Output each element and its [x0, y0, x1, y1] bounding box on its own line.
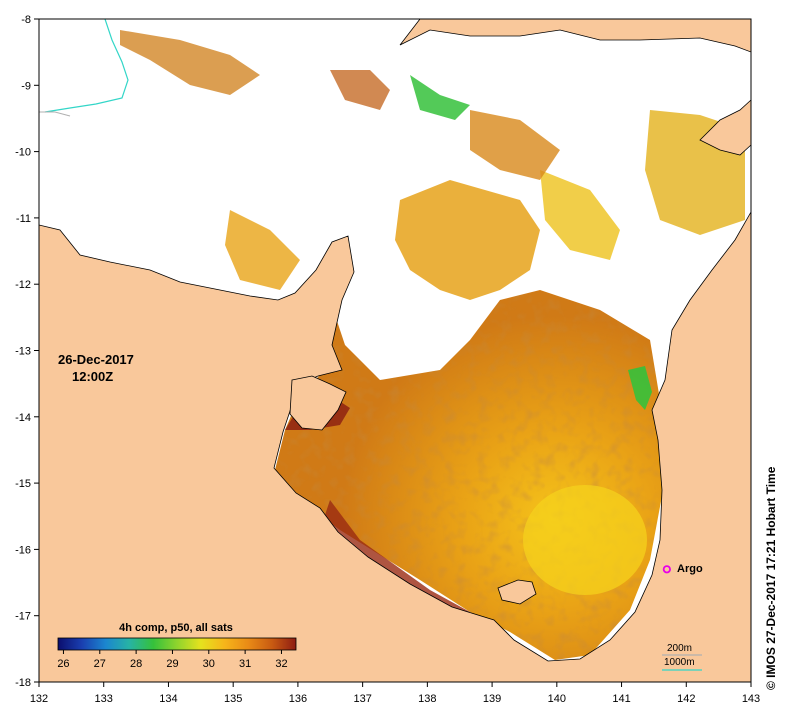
land-northern-territory — [39, 211, 751, 682]
lat-tick-label: -8 — [21, 14, 31, 26]
lon-tick-label: 134 — [159, 693, 177, 705]
lon-tick-label: 137 — [353, 693, 371, 705]
land-new-guinea — [399, 19, 751, 53]
longitude-axis: 132 133 134 135 136 137 138 139 140 141 142 143 — [30, 682, 760, 705]
latitude-axis: -8 -9 -10 -11 -12 -13 -14 -15 -16 -17 -18 — [15, 14, 39, 689]
lon-tick-label: 139 — [483, 693, 501, 705]
copyright-symbol: © — [764, 681, 778, 690]
lat-tick-label: -10 — [15, 147, 31, 159]
lon-tick-label: 132 — [30, 693, 48, 705]
argo-marker — [662, 565, 671, 574]
lon-tick-label: 142 — [677, 693, 695, 705]
colorbar-labels: 26 27 28 29 30 31 32 — [57, 650, 288, 670]
date-label: 26-Dec-2017 — [58, 352, 134, 367]
lon-tick-label: 143 — [742, 693, 760, 705]
lat-tick-label: -11 — [16, 213, 31, 225]
credit-text: IMOS 27-Dec-2017 17:21 Hobart Time — [764, 466, 778, 678]
colorbar-tick-label: 27 — [94, 658, 106, 670]
colorbar-title: 4h comp, p50, all sats — [119, 622, 233, 634]
colorbar-tick-label: 32 — [275, 658, 287, 670]
lat-tick-label: -16 — [15, 544, 31, 556]
credit-line: © IMOS 27-Dec-2017 17:21 Hobart Time — [764, 467, 778, 690]
isobath-1000m-label: 1000m — [664, 657, 695, 668]
colorbar-tick-label: 28 — [130, 658, 142, 670]
lat-tick-label: -17 — [15, 611, 31, 623]
colorbar-tick-label: 30 — [203, 658, 215, 670]
colorbar: 4h comp, p50, all sats 26 27 28 29 30 31 32 — [57, 622, 297, 670]
land — [39, 19, 751, 682]
date-stamp: 26-Dec-2017 12:00Z — [58, 351, 134, 385]
time-label: 12:00Z — [72, 369, 114, 384]
sst-field — [120, 30, 745, 660]
lon-tick-label: 138 — [418, 693, 436, 705]
isobath-1000m — [44, 19, 129, 113]
colorbar-tick-label: 26 — [57, 658, 69, 670]
lat-tick-label: -15 — [15, 478, 31, 490]
lon-tick-label: 136 — [289, 693, 307, 705]
isobath-legend: 200m 1000m — [662, 643, 702, 671]
lat-tick-label: -12 — [15, 279, 31, 291]
lon-tick-label: 141 — [612, 693, 630, 705]
isobath-200m-label: 200m — [667, 643, 692, 654]
lon-tick-label: 140 — [548, 693, 566, 705]
lat-tick-label: -9 — [21, 80, 31, 92]
lat-tick-label: -18 — [15, 677, 31, 689]
argo-float: Argo — [662, 563, 703, 575]
isobath-200m — [39, 111, 71, 117]
land-cape-york-north — [699, 99, 751, 156]
lat-tick-label: -13 — [15, 346, 31, 358]
lat-tick-label: -14 — [15, 412, 31, 424]
lon-tick-label: 133 — [95, 693, 113, 705]
lon-tick-label: 135 — [224, 693, 242, 705]
colorbar-tick-label: 31 — [239, 658, 251, 670]
land-groote-eylandt — [289, 375, 347, 431]
land-mornington-island — [497, 579, 537, 605]
colorbar-bar — [57, 637, 297, 651]
colorbar-tick-label: 29 — [166, 658, 178, 670]
argo-label: Argo — [677, 563, 703, 575]
